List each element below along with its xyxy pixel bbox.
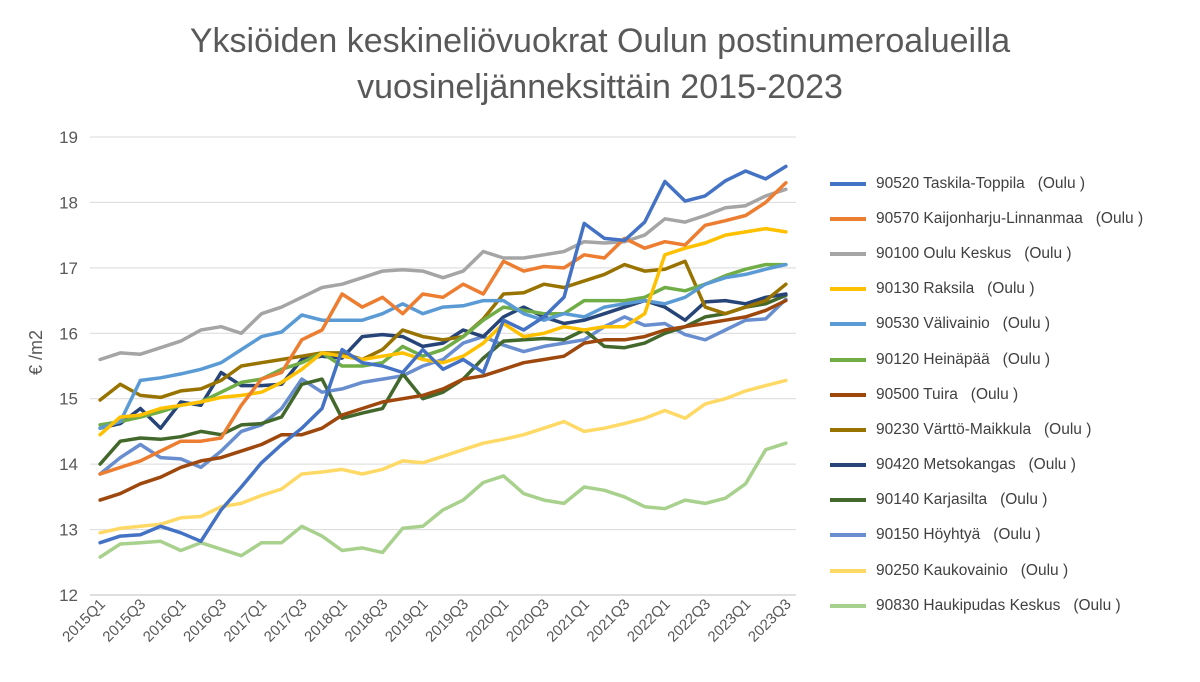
y-tick-label: 13 <box>59 521 78 540</box>
x-tick-label: 2023Q3 <box>745 596 795 646</box>
y-tick-label: 14 <box>59 455 78 474</box>
x-tick-label: 2019Q1 <box>382 596 432 646</box>
legend-item: 90570 Kaijonharju-Linnanmaa (Oulu ) <box>830 201 1143 236</box>
series-line-90140 <box>98 293 788 466</box>
x-tick-label: 2015Q3 <box>99 596 149 646</box>
legend-swatch <box>830 392 866 397</box>
x-tick-label: 2016Q3 <box>180 596 230 646</box>
legend-label: 90570 Kaijonharju-Linnanmaa (Oulu ) <box>876 209 1144 227</box>
x-tick-label: 2018Q1 <box>301 596 351 646</box>
legend-item: 90250 Kaukovainio (Oulu ) <box>830 553 1143 588</box>
x-tick-label: 2020Q1 <box>463 596 513 646</box>
legend-swatch <box>830 287 866 292</box>
legend-item: 90120 Heinäpää (Oulu ) <box>830 342 1143 377</box>
legend-item: 90100 Oulu Keskus (Oulu ) <box>830 236 1143 271</box>
x-tick-label: 2021Q3 <box>584 596 634 646</box>
series-line-90130 <box>98 226 788 437</box>
legend-swatch <box>830 603 866 608</box>
y-tick-label: 18 <box>59 193 78 212</box>
legend-item: 90420 Metsokangas (Oulu ) <box>830 448 1143 483</box>
legend-item: 90230 Värttö-Maikkula (Oulu ) <box>830 412 1143 447</box>
series-line-90120 <box>98 262 788 427</box>
x-tick-label: 2021Q1 <box>543 596 593 646</box>
legend-label: 90150 Höyhtyä (Oulu ) <box>876 526 1041 544</box>
legend-swatch <box>830 322 866 327</box>
series-line-90250 <box>98 378 788 535</box>
legend-label: 90420 Metsokangas (Oulu ) <box>876 456 1076 474</box>
x-tick-label: 2017Q3 <box>261 596 311 646</box>
legend-swatch <box>830 427 866 432</box>
x-tick-label: 2016Q1 <box>140 596 190 646</box>
legend-swatch <box>830 251 866 256</box>
y-tick-label: 15 <box>59 390 78 409</box>
legend-swatch <box>830 533 866 538</box>
legend-swatch <box>830 463 866 468</box>
legend-swatch <box>830 216 866 221</box>
legend-item: 90530 Välivainio (Oulu ) <box>830 307 1143 342</box>
legend-item: 90150 Höyhtyä (Oulu ) <box>830 518 1143 553</box>
legend-label: 90100 Oulu Keskus (Oulu ) <box>876 244 1072 262</box>
legend-item: 90130 Raksila (Oulu ) <box>830 272 1143 307</box>
series-line-90570 <box>98 181 788 476</box>
x-tick-label: 2020Q3 <box>503 596 553 646</box>
legend-item: 90140 Karjasilta (Oulu ) <box>830 483 1143 518</box>
legend-item: 90500 Tuira (Oulu ) <box>830 377 1143 412</box>
legend-label: 90530 Välivainio (Oulu ) <box>876 315 1051 333</box>
x-tick-label: 2022Q3 <box>664 596 714 646</box>
legend-item: 90830 Haukipudas Keskus (Oulu ) <box>830 588 1143 623</box>
legend-swatch <box>830 498 866 503</box>
chart-subtitle: vuosineljänneksittäin 2015-2023 <box>357 68 843 106</box>
legend-label: 90130 Raksila (Oulu ) <box>876 280 1035 298</box>
legend-swatch <box>830 357 866 362</box>
series-line-90230 <box>98 259 788 402</box>
legend-label: 90500 Tuira (Oulu ) <box>876 385 1019 403</box>
chart-title: Yksiöiden keskineliövuokrat Oulun postin… <box>189 22 1011 60</box>
series-line-90520 <box>98 164 788 545</box>
y-tick-label: 12 <box>59 586 78 605</box>
x-tick-label: 2019Q3 <box>422 596 472 646</box>
x-tick-label: 2022Q1 <box>624 596 674 646</box>
y-tick-label: 19 <box>59 128 78 147</box>
legend-label: 90120 Heinäpää (Oulu ) <box>876 350 1051 368</box>
legend-swatch <box>830 181 866 186</box>
legend-label: 90250 Kaukovainio (Oulu ) <box>876 561 1069 579</box>
series-line-90530 <box>98 262 788 430</box>
x-tick-label: 2023Q1 <box>705 596 755 646</box>
legend-item: 90520 Taskila-Toppila (Oulu ) <box>830 166 1143 201</box>
series-line-90500 <box>98 298 788 502</box>
series-line-90100 <box>98 187 788 362</box>
legend: 90520 Taskila-Toppila (Oulu ) 90570 Kaijo… <box>830 166 1143 623</box>
series-line-90830 <box>98 441 788 559</box>
y-tick-label: 16 <box>59 324 78 343</box>
legend-label: 90520 Taskila-Toppila (Oulu ) <box>876 174 1086 192</box>
legend-label: 90830 Haukipudas Keskus (Oulu ) <box>876 596 1121 614</box>
legend-label: 90230 Värttö-Maikkula (Oulu ) <box>876 420 1092 438</box>
legend-label: 90140 Karjasilta (Oulu ) <box>876 491 1048 509</box>
x-tick-label: 2017Q1 <box>221 596 271 646</box>
legend-swatch <box>830 568 866 573</box>
x-tick-label: 2018Q3 <box>342 596 392 646</box>
y-tick-label: 17 <box>59 259 78 278</box>
